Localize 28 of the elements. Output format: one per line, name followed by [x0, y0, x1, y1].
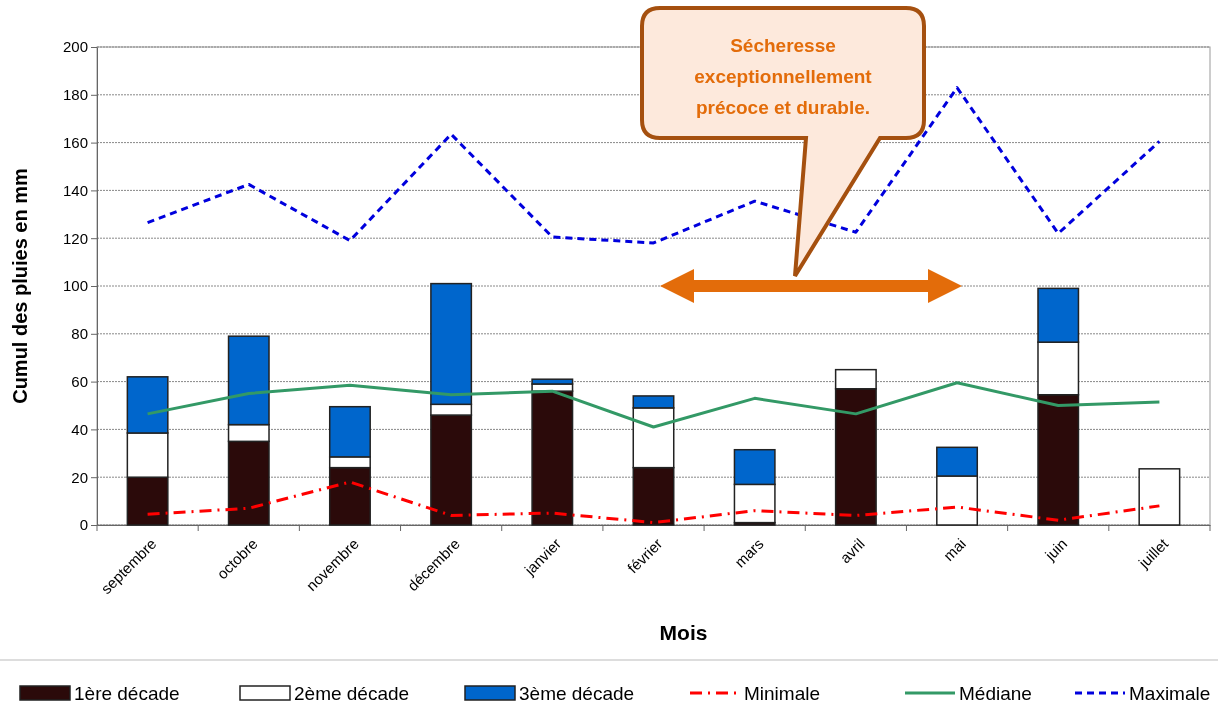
x-tick-label: juin	[1040, 534, 1071, 565]
legend-label: Médiane	[959, 682, 1032, 704]
y-tick-label: 20	[71, 468, 88, 486]
y-tick-label: 100	[62, 277, 88, 295]
legend-label: 3ème décade	[519, 682, 635, 704]
y-tick-label: 120	[62, 229, 88, 247]
bar	[1138, 468, 1181, 526]
x-axis-title: Mois	[659, 621, 708, 644]
y-tick-label: 200	[62, 38, 88, 56]
y-tick-label: 40	[71, 420, 88, 438]
line-series	[146, 381, 1161, 429]
y-tick-label: 80	[71, 325, 88, 343]
y-tick-label: 140	[62, 181, 88, 199]
annotation: Sécheresse exceptionnellement précoce et durable.	[694, 35, 873, 118]
y-tick-label: 160	[62, 133, 88, 151]
y-tick-label: 180	[62, 86, 88, 104]
legend-label: 2ème décade	[294, 682, 410, 704]
legend-label: 1ère décade	[74, 682, 180, 704]
x-tick-label: mai	[939, 534, 969, 565]
y-tick-label: 0	[79, 516, 88, 534]
legend-label: Maximale	[1129, 682, 1211, 704]
legend-label: Minimale	[744, 682, 821, 704]
line-series	[146, 480, 1161, 525]
line-series	[146, 86, 1161, 245]
speech-bubble: Sécheresse exceptionnellement précoce et durable.	[640, 6, 926, 278]
x-tick-label: avril	[836, 534, 868, 567]
y-axis-title: Cumul des pluies en mm	[9, 168, 31, 404]
y-tick-label: 60	[71, 372, 88, 390]
